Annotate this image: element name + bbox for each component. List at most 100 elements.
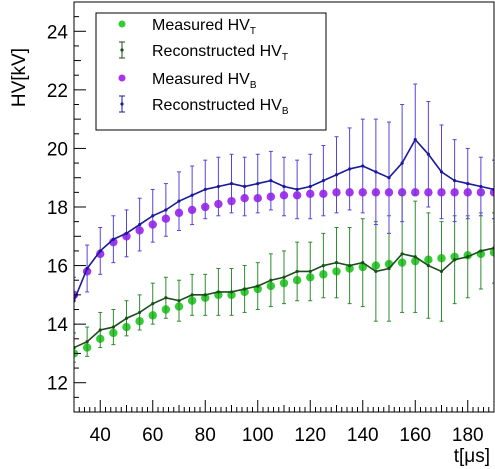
reconstructed-hv-b-point [334,173,339,177]
x-axis-title: t[μs] [454,446,490,467]
reconstructed-hv-t-point [85,340,89,344]
reconstructed-hv-b-point [361,164,365,168]
x-tick-label: 160 [399,425,431,446]
x-tick-label: 120 [294,425,326,446]
plot-area [74,83,494,363]
legend-entry: Reconstructed HVT [119,41,288,63]
y-axis-title: HV[kV] [9,48,30,107]
reconstructed-hv-t-errorbar [74,332,76,363]
reconstructed-hv-t-point [138,310,142,315]
reconstructed-hv-b-point [85,266,89,271]
reconstructed-hv-t-point [308,269,312,274]
reconstructed-hv-t-point [203,293,207,297]
legend-marker [119,95,125,113]
reconstructed-hv-t-point [111,325,115,329]
reconstructed-hv-t-point [229,290,234,294]
reconstructed-hv-b-point [426,152,430,156]
reconstructed-hv-t-point [348,263,352,268]
reconstructed-hv-b-point [479,184,483,189]
reconstructed-hv-t-point [164,296,168,300]
reconstructed-hv-b-point [124,231,129,235]
legend-entry: Reconstructed HVB [119,95,289,117]
y-tick-label: 24 [47,22,69,43]
reconstructed-hv-b-point [151,214,155,218]
reconstructed-hv-b-point [387,176,391,180]
reconstructed-hv-t-point [374,269,378,274]
legend-label: Measured HVB [152,71,257,91]
reconstructed-hv-t-point [361,261,365,265]
reconstructed-hv-t-point [243,287,247,291]
reconstructed-hv-t-point [282,275,286,279]
y-tick-label: 18 [47,198,68,219]
reconstructed-hv-b-point [269,179,273,183]
reconstructed-hv-t-series [74,194,494,363]
reconstructed-hv-b-point [321,179,325,183]
reconstructed-hv-b-point [243,184,247,189]
reconstructed-hv-b-point [400,161,404,165]
reconstructed-hv-t-point [216,290,220,294]
legend-label: Reconstructed HVB [152,97,289,117]
reconstructed-hv-t-point [321,263,325,268]
reconstructed-hv-t-errorbar [492,212,494,284]
reconstructed-hv-b-point [98,249,102,253]
reconstructed-hv-b-point [111,237,115,241]
x-tick-label: 140 [347,425,379,446]
reconstructed-hv-b-point [374,170,378,174]
y-tick-label: 12 [47,374,68,395]
reconstructed-hv-t-point [190,293,194,297]
legend-label: Reconstructed HVT [152,43,288,63]
reconstructed-hv-b-point [439,170,444,174]
reconstructed-hv-t-point [400,252,404,256]
reconstructed-hv-t-point [466,255,470,259]
x-tick-label: 100 [242,425,274,446]
legend-marker [118,74,126,82]
y-tick-label: 22 [47,81,68,102]
reconstructed-hv-b-point [256,181,260,186]
reconstructed-hv-b-point [177,199,181,203]
reconstructed-hv-t-point [295,269,299,274]
reconstructed-hv-b-point [348,167,352,171]
reconstructed-hv-b-point [203,187,207,192]
legend-entry: Measured HVT [118,17,256,37]
reconstructed-hv-b-point [282,184,286,189]
x-tick-label: 60 [142,425,163,446]
reconstructed-hv-t-point [426,263,430,268]
reconstructed-hv-b-point [164,208,168,212]
reconstructed-hv-t-point [439,269,444,274]
legend-label: Measured HVT [152,17,256,37]
x-tick-label: 40 [90,425,111,446]
reconstructed-hv-b-point [229,181,234,186]
reconstructed-hv-b-point [295,187,299,192]
reconstructed-hv-b-point [466,181,470,186]
legend-marker [119,41,125,59]
reconstructed-hv-t-point [256,284,260,288]
y-tick-label: 16 [47,257,68,278]
reconstructed-hv-b-point [216,184,220,189]
reconstructed-hv-b-point [413,138,417,142]
measured-hv-t-point [489,248,494,257]
axes: 40 60 80 100 120 140 160 180 12 14 16 18 20 22 24 [47,1,495,446]
reconstructed-hv-t-point [124,316,129,320]
reconstructed-hv-b-point [190,193,194,197]
reconstructed-hv-t-point [479,249,483,253]
reconstructed-hv-t-point [151,302,155,306]
y-tick-label: 20 [47,139,68,160]
reconstructed-hv-t-point [387,266,391,271]
y-tick-label: 14 [47,315,69,336]
reconstructed-hv-b-series [74,83,494,325]
legend-marker [118,20,126,28]
reconstructed-hv-t-point [453,258,457,262]
legend: Measured HVT Reconstructed HVT Measured HV… [95,12,327,131]
reconstructed-hv-t-point [334,261,339,265]
reconstructed-hv-t-point [98,328,102,332]
reconstructed-hv-t-point [269,278,273,282]
legend-entry: Measured HVB [118,71,257,91]
reconstructed-hv-b-errorbar [492,159,494,220]
reconstructed-hv-b-point [308,184,312,189]
x-tick-label: 180 [452,425,484,446]
x-tick-label: 80 [195,425,216,446]
measured-hv-t-series [74,248,494,358]
legend-box [95,12,327,131]
reconstructed-hv-t-point [413,255,417,259]
